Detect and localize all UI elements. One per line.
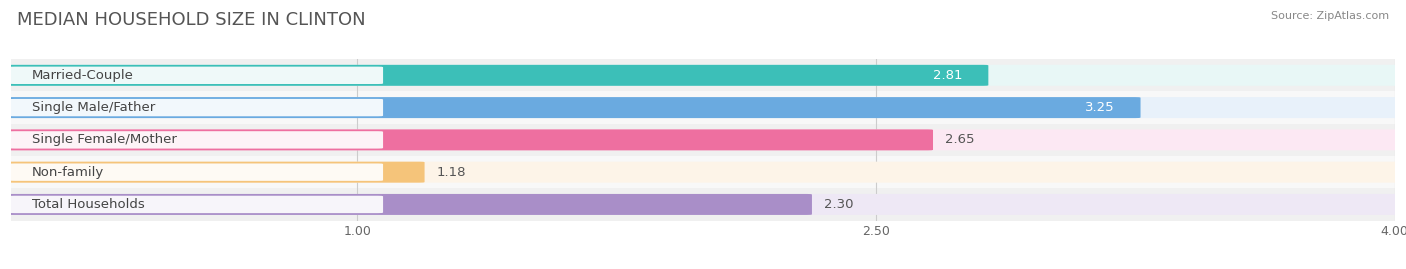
FancyBboxPatch shape — [11, 59, 1395, 91]
Text: 2.30: 2.30 — [824, 198, 853, 211]
FancyBboxPatch shape — [11, 156, 1395, 188]
FancyBboxPatch shape — [11, 188, 1395, 221]
Text: Non-family: Non-family — [32, 166, 104, 179]
FancyBboxPatch shape — [6, 129, 1400, 150]
FancyBboxPatch shape — [11, 91, 1395, 124]
Text: Married-Couple: Married-Couple — [32, 69, 134, 82]
Text: 2.81: 2.81 — [934, 69, 962, 82]
Text: 2.65: 2.65 — [945, 133, 974, 146]
FancyBboxPatch shape — [6, 97, 1140, 118]
Text: Total Households: Total Households — [32, 198, 145, 211]
FancyBboxPatch shape — [6, 65, 1400, 86]
FancyBboxPatch shape — [6, 194, 1400, 215]
Text: 3.25: 3.25 — [1085, 101, 1115, 114]
Text: Single Female/Mother: Single Female/Mother — [32, 133, 177, 146]
FancyBboxPatch shape — [10, 164, 382, 181]
FancyBboxPatch shape — [6, 97, 1400, 118]
FancyBboxPatch shape — [10, 67, 382, 84]
Text: Single Male/Father: Single Male/Father — [32, 101, 155, 114]
FancyBboxPatch shape — [10, 131, 382, 148]
FancyBboxPatch shape — [6, 162, 425, 183]
FancyBboxPatch shape — [10, 99, 382, 116]
Text: 1.18: 1.18 — [437, 166, 467, 179]
FancyBboxPatch shape — [11, 124, 1395, 156]
FancyBboxPatch shape — [6, 194, 811, 215]
Text: MEDIAN HOUSEHOLD SIZE IN CLINTON: MEDIAN HOUSEHOLD SIZE IN CLINTON — [17, 11, 366, 29]
FancyBboxPatch shape — [6, 65, 988, 86]
FancyBboxPatch shape — [6, 162, 1400, 183]
FancyBboxPatch shape — [6, 129, 934, 150]
FancyBboxPatch shape — [10, 196, 382, 213]
Text: Source: ZipAtlas.com: Source: ZipAtlas.com — [1271, 11, 1389, 21]
